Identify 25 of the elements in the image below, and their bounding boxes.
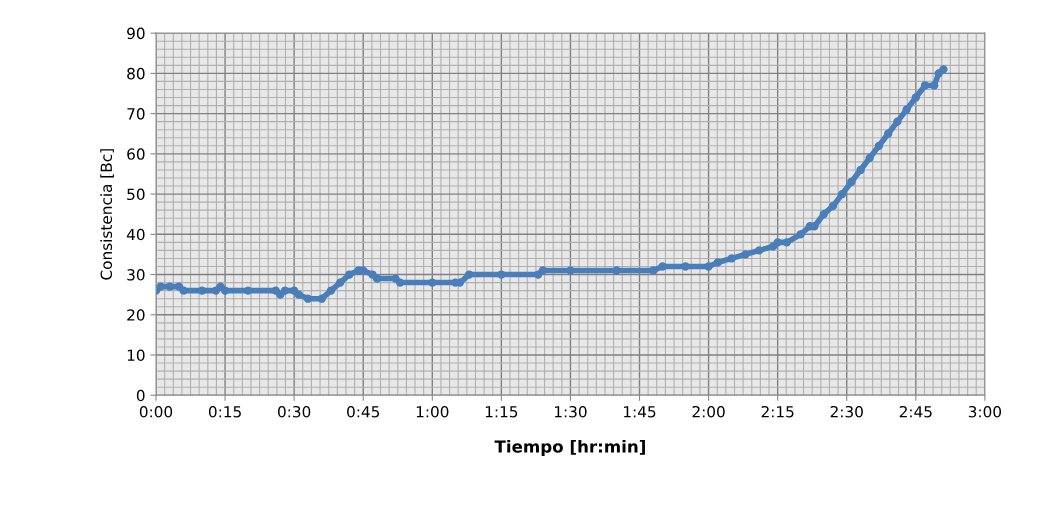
y-tick-label: 40: [126, 228, 145, 241]
y-tick-label: 50: [127, 188, 145, 201]
x-tick-label: 1:15: [485, 406, 518, 418]
y-tick-label: 90: [127, 27, 145, 40]
x-tick-label: 2:00: [692, 405, 725, 418]
x-tick-label: 0:15: [208, 405, 241, 418]
x-tick-label: 1:30: [554, 405, 587, 418]
x-tick-label: 3:00: [968, 405, 1002, 418]
y-tick-label: 30: [127, 269, 145, 281]
x-tick-label: 2:30: [830, 405, 863, 418]
x-tick-label: 0:00: [139, 405, 173, 418]
y-tick-label: 70: [127, 108, 145, 120]
x-tick-label: 2:15: [761, 405, 794, 418]
x-axis-title: Tiempo [hr:min]: [494, 439, 645, 457]
y-tick-label: 20: [127, 309, 145, 321]
x-tick-label: 0:30: [278, 405, 311, 418]
x-tick-label: 1:00: [416, 405, 449, 418]
x-tick-label: 2:45: [899, 405, 932, 418]
y-tick-label: 80: [127, 67, 145, 80]
y-tick-label: 0: [136, 389, 145, 402]
x-tick-label: 1:45: [624, 406, 656, 418]
y-axis-title: Consistencia [Bc]: [100, 149, 114, 280]
y-tick-label: 10: [127, 349, 145, 362]
x-tick-label: 0:45: [347, 405, 380, 418]
y-tick-label: 60: [127, 148, 145, 160]
